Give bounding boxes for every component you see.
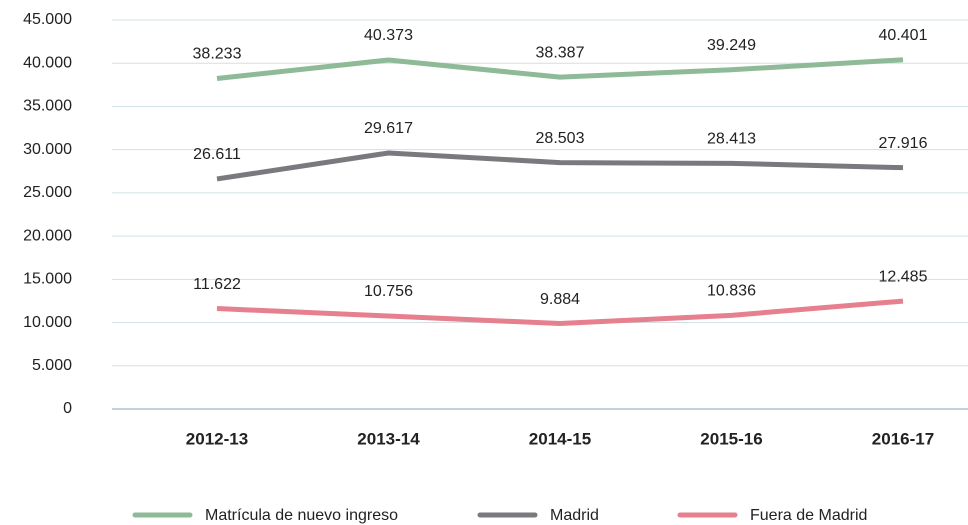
x-tick-label: 2015-16 xyxy=(700,429,762,448)
y-tick-label: 30.000 xyxy=(23,141,72,158)
y-tick-label: 40.000 xyxy=(23,54,72,71)
legend-label: Fuera de Madrid xyxy=(750,507,867,524)
data-label: 29.617 xyxy=(364,120,413,137)
x-tick-label: 2012-13 xyxy=(186,429,248,448)
data-label: 38.233 xyxy=(193,46,242,63)
data-label: 10.836 xyxy=(707,283,756,300)
data-label: 10.756 xyxy=(364,283,413,300)
y-tick-label: 10.000 xyxy=(23,314,72,331)
data-label: 40.373 xyxy=(364,27,413,44)
y-tick-label: 0 xyxy=(63,400,72,417)
data-label: 11.622 xyxy=(193,276,241,293)
y-tick-label: 15.000 xyxy=(23,271,72,288)
data-label: 38.387 xyxy=(536,44,585,61)
data-label: 9.884 xyxy=(540,291,580,308)
y-tick-label: 45.000 xyxy=(23,11,72,28)
legend-label: Matrícula de nuevo ingreso xyxy=(205,507,398,524)
data-label: 28.503 xyxy=(536,130,585,147)
data-label: 40.401 xyxy=(879,27,928,44)
x-tick-label: 2013-14 xyxy=(357,429,420,448)
y-tick-label: 35.000 xyxy=(23,98,72,115)
series-line xyxy=(216,298,904,327)
data-label: 27.916 xyxy=(879,135,928,152)
data-label: 26.611 xyxy=(193,146,241,163)
data-label: 28.413 xyxy=(707,131,756,148)
x-tick-label: 2014-15 xyxy=(529,429,591,448)
legend-label: Madrid xyxy=(550,507,599,524)
y-tick-label: 5.000 xyxy=(32,357,72,374)
y-tick-label: 20.000 xyxy=(23,227,72,244)
series-line xyxy=(216,150,904,182)
y-tick-label: 25.000 xyxy=(23,184,72,201)
data-label: 12.485 xyxy=(879,268,928,285)
data-label: 39.249 xyxy=(707,37,756,54)
x-tick-label: 2016-17 xyxy=(872,429,934,448)
series-line xyxy=(216,57,904,81)
